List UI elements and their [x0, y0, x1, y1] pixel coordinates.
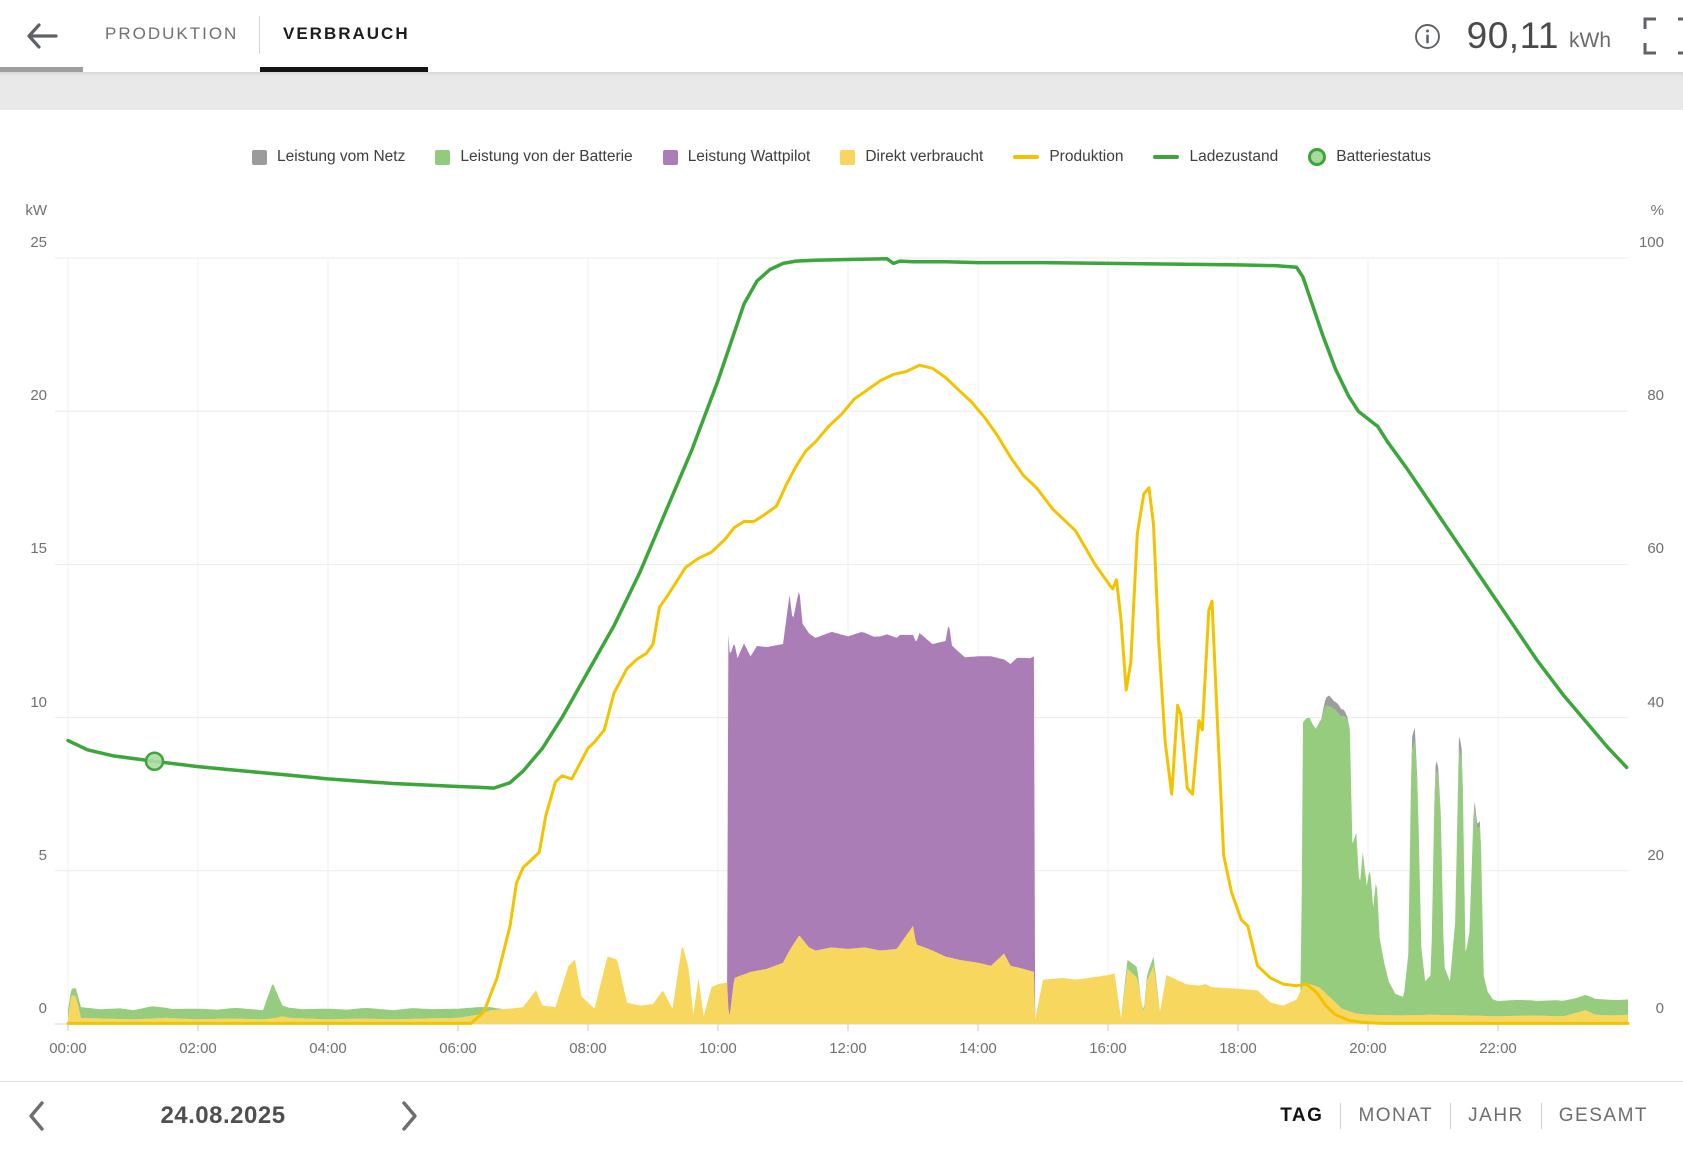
chevron-left-icon	[29, 1100, 44, 1131]
x-tick-label: 16:00	[1089, 1040, 1127, 1057]
legend-item-leistung-vom-netz[interactable]: Leistung vom Netz	[251, 148, 406, 166]
legend-item-ladezustand[interactable]: Ladezustand	[1153, 148, 1278, 166]
y-left-tick-label: 5	[38, 846, 47, 864]
y-right-tick-label: 60	[1647, 540, 1664, 558]
range-separator	[1540, 1102, 1542, 1129]
battery-status-marker	[144, 751, 165, 772]
y-right-tick-label: 20	[1647, 846, 1664, 864]
legend-label: Leistung Wattpilot	[687, 148, 811, 165]
x-tick-label: 02:00	[179, 1040, 217, 1057]
y-right-tick-label: 40	[1647, 693, 1664, 711]
legend-label: Direkt verbraucht	[865, 148, 984, 165]
x-tick-label: 08:00	[569, 1040, 607, 1057]
arrow-left-icon	[27, 23, 58, 49]
chart-legend: Leistung vom Netz Leistung von der Batter…	[0, 148, 1683, 166]
next-day-button[interactable]	[388, 1096, 428, 1136]
x-tick-label: 12:00	[829, 1040, 867, 1057]
y-left-tick-label: 20	[30, 387, 47, 405]
fullscreen-button[interactable]	[1643, 17, 1683, 55]
series-line-produktion	[66, 363, 1630, 1025]
y-axis-left-title: kW	[25, 202, 47, 219]
y-left-tick-label: 0	[38, 1000, 47, 1017]
tab-divider	[259, 16, 260, 54]
legend-label: Batteriestatus	[1336, 148, 1432, 165]
range-tabs: TAG MONAT JAHR GESAMT	[1263, 1102, 1665, 1129]
tab-indicator-active	[260, 67, 428, 72]
y-right-tick-label: 80	[1647, 387, 1664, 405]
y-left-tick-label: 10	[30, 693, 47, 711]
range-separator	[1340, 1102, 1342, 1129]
x-tick-label: 18:00	[1219, 1040, 1257, 1057]
y-right-tick-label: 100	[1638, 234, 1664, 251]
legend-label: Leistung von der Batterie	[460, 148, 633, 165]
x-tick-label: 22:00	[1479, 1040, 1517, 1057]
legend-item-direkt-verbraucht[interactable]: Direkt verbraucht	[840, 148, 983, 166]
x-tick-label: 04:00	[309, 1040, 347, 1057]
chart-canvas	[55, 257, 1630, 1031]
legend-item-batteriestatus[interactable]: Batteriestatus	[1308, 148, 1431, 166]
tab-produktion[interactable]: PRODUKTION	[105, 23, 239, 43]
legend-label: Produktion	[1049, 148, 1124, 165]
legend-swatch-square-icon	[662, 149, 678, 165]
y-axis-right-title: %	[1650, 202, 1664, 219]
range-separator	[1450, 1102, 1452, 1129]
x-tick-label: 20:00	[1349, 1040, 1387, 1057]
legend-swatch-square-icon	[251, 149, 267, 165]
y-left-tick-label: 25	[30, 234, 47, 251]
header-separator-band	[0, 72, 1683, 110]
series-area-leistung-wattpilot	[68, 592, 1628, 1020]
legend-swatch-square-icon	[435, 149, 451, 165]
header-right: 90,11 kWh	[1414, 0, 1683, 72]
legend-item-leistung-wattpilot[interactable]: Leistung Wattpilot	[662, 148, 811, 166]
range-tab-tag[interactable]: TAG	[1280, 1104, 1324, 1126]
series-area-leistung-von-der-batterie	[68, 592, 1628, 1020]
top-toolbar: PRODUKTION VERBRAUCH 90,11 kWh	[0, 0, 1683, 72]
legend-label: Ladezustand	[1189, 148, 1279, 165]
tab-indicator-gray	[0, 67, 83, 72]
chart-card: Leistung vom Netz Leistung von der Batter…	[0, 110, 1683, 1081]
info-icon	[1414, 23, 1440, 49]
range-tab-monat[interactable]: MONAT	[1358, 1104, 1434, 1126]
legend-swatch-line-icon	[1013, 155, 1040, 159]
total-energy-unit: kWh	[1569, 29, 1611, 52]
series-line-ladezustand	[66, 257, 1629, 790]
legend-swatch-circle-icon	[1308, 148, 1327, 166]
back-button[interactable]	[22, 16, 62, 56]
chevron-right-icon	[402, 1100, 417, 1131]
total-energy-value: 90,11	[1466, 15, 1559, 56]
tab-verbrauch[interactable]: VERBRAUCH	[283, 23, 410, 43]
legend-swatch-square-icon	[840, 149, 856, 165]
x-tick-label: 06:00	[439, 1040, 477, 1057]
fullscreen-icon	[1643, 17, 1683, 55]
legend-item-produktion[interactable]: Produktion	[1013, 148, 1123, 166]
x-tick-label: 10:00	[699, 1040, 737, 1057]
bottom-bar: 24.08.2025 TAG MONAT JAHR GESAMT	[0, 1081, 1683, 1149]
range-tab-gesamt[interactable]: GESAMT	[1558, 1104, 1648, 1126]
previous-day-button[interactable]	[18, 1096, 58, 1136]
y-right-tick-label: 0	[1655, 1000, 1664, 1017]
x-tick-label: 00:00	[49, 1040, 87, 1057]
x-tick-label: 14:00	[959, 1040, 997, 1057]
legend-item-leistung-von-der-batterie[interactable]: Leistung von der Batterie	[435, 148, 633, 166]
range-tab-jahr[interactable]: JAHR	[1468, 1104, 1524, 1126]
legend-label: Leistung vom Netz	[276, 148, 406, 165]
y-left-tick-label: 15	[30, 540, 47, 558]
date-label[interactable]: 24.08.2025	[160, 1101, 286, 1129]
info-button[interactable]	[1414, 23, 1441, 50]
legend-swatch-line-icon	[1153, 155, 1180, 159]
series-area-direkt-verbraucht	[68, 926, 1628, 1024]
